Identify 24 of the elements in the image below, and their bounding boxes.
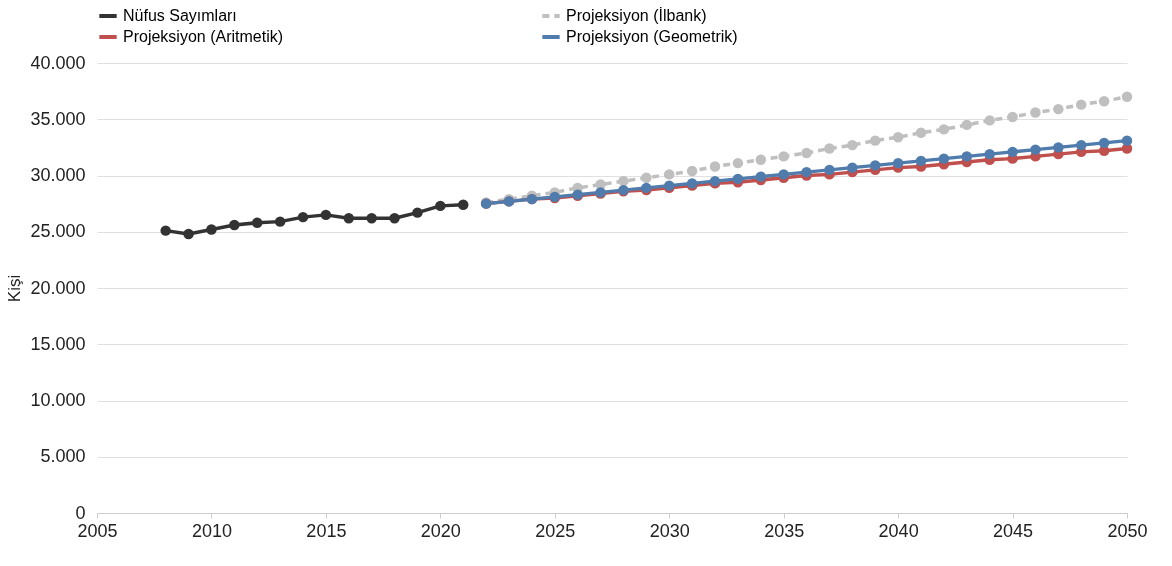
- x-tick-label: 2020: [420, 520, 461, 541]
- y-axis-title: Kişi: [5, 274, 25, 303]
- x-tick-label: 2025: [535, 520, 576, 541]
- y-tick-label: 25.000: [30, 221, 86, 242]
- x-tick-label: 2040: [878, 520, 919, 541]
- x-tick-label: 2005: [77, 520, 118, 541]
- legend-label: Projeksiyon (Geometrik): [566, 28, 738, 45]
- x-tick-label: 2045: [993, 520, 1034, 541]
- legend-label: Projeksiyon (İlbank): [566, 6, 707, 24]
- y-tick-label: 20.000: [30, 277, 86, 298]
- x-tick-label: 2035: [764, 520, 805, 541]
- x-tick-label: 2030: [649, 520, 690, 541]
- y-tick-label: 35.000: [30, 108, 86, 129]
- x-tick-label: 2015: [306, 520, 347, 541]
- y-tick-label: 30.000: [30, 165, 86, 185]
- x-tick-label: 2010: [191, 520, 232, 541]
- y-tick-label: 5.000: [40, 446, 86, 467]
- y-tick-label: 0: [75, 502, 86, 523]
- x-tick-label: 2050: [1107, 520, 1148, 541]
- legend-label: Nüfus Sayımları: [123, 7, 237, 24]
- y-tick-label: 15.000: [30, 333, 86, 354]
- y-tick-label: 10.000: [30, 390, 86, 410]
- y-tick-label: 40.000: [30, 52, 86, 73]
- legend-label: Projeksiyon (Aritmetik): [123, 28, 284, 45]
